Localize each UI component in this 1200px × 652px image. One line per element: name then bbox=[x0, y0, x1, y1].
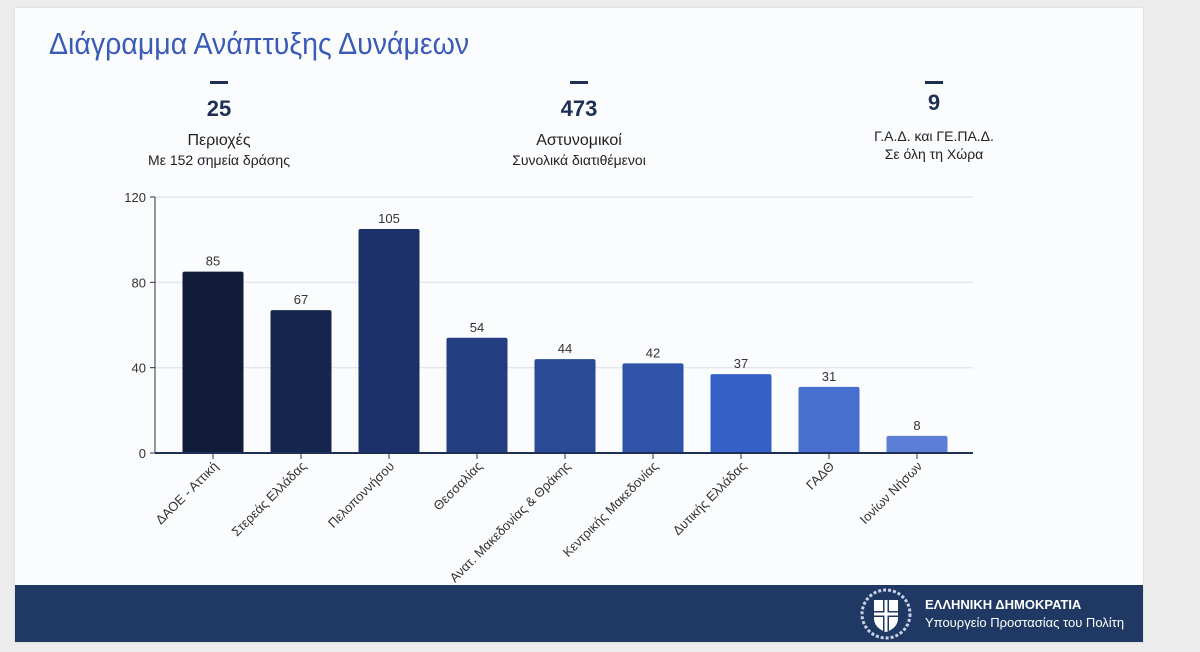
data-label: 8 bbox=[913, 418, 920, 433]
bar bbox=[798, 386, 860, 453]
stat-value: 25 bbox=[206, 96, 232, 121]
y-tick-label: 0 bbox=[139, 446, 146, 461]
footer: ΕΛΛΗΝΙΚΗ ΔΗΜΟΚΡΑΤΙΑ Υπουργείο Προστασίας… bbox=[15, 585, 1143, 642]
x-tick-label: Θεσσαλίας bbox=[430, 459, 485, 514]
data-label: 105 bbox=[378, 211, 400, 226]
bar-chart: 0 40 80 120 85 ΔΑΟΕ - Αττική 67 Στερεάς Ελλάδας… bbox=[124, 190, 973, 585]
stat-gad: 9 Γ.Α.Δ. και ΓΕ.ΠΑ.Δ. Σε όλη τη Χώρα bbox=[784, 81, 1084, 162]
data-label: 37 bbox=[734, 356, 748, 371]
y-tick-label: 40 bbox=[132, 361, 146, 376]
greek-emblem-icon bbox=[860, 588, 912, 640]
bar bbox=[358, 229, 420, 453]
stat-sub: Σε όλη τη Χώρα bbox=[884, 146, 984, 162]
stat-officers: 473 Αστυνομικοί Συνολικά διατιθέμενοι bbox=[429, 81, 729, 168]
data-label: 44 bbox=[558, 341, 572, 356]
footer-ministry: Υπουργείο Προστασίας του Πολίτη bbox=[925, 615, 1125, 630]
bar bbox=[622, 363, 684, 453]
data-label: 42 bbox=[646, 345, 660, 360]
stat-value: 473 bbox=[560, 96, 598, 121]
page-title: Διάγραμμα Ανάπτυξης Δυνάμεων bbox=[49, 26, 470, 61]
y-tick-label: 80 bbox=[132, 275, 146, 290]
bar bbox=[886, 435, 948, 453]
stat-label: Γ.Α.Δ. και ΓΕ.ΠΑ.Δ. bbox=[874, 128, 994, 144]
data-label: 54 bbox=[470, 320, 484, 335]
bar bbox=[182, 271, 244, 453]
bar bbox=[534, 359, 596, 453]
bar bbox=[446, 337, 508, 453]
dashboard-card: Διάγραμμα Ανάπτυξης Δυνάμεων 25 Περιοχές… bbox=[15, 8, 1143, 642]
x-tick-label: ΓΑΔΘ bbox=[803, 459, 837, 493]
stat-dash bbox=[570, 81, 588, 84]
stat-sub: Συνολικά διατιθέμενοι bbox=[512, 152, 646, 168]
data-label: 67 bbox=[294, 292, 308, 307]
stat-label: Περιοχές bbox=[187, 132, 251, 149]
footer-republic: ΕΛΛΗΝΙΚΗ ΔΗΜΟΚΡΑΤΙΑ bbox=[925, 597, 1082, 612]
stat-dash bbox=[210, 81, 228, 84]
stat-regions: 25 Περιοχές Με 152 σημεία δράσης bbox=[69, 81, 369, 168]
data-label: 85 bbox=[206, 254, 220, 269]
x-tick-label: ΔΑΟΕ - Αττική bbox=[152, 459, 221, 528]
x-tick-label: Κεντρικής Μακεδονίας bbox=[560, 459, 661, 560]
x-tick-label: Στερεάς Ελλάδας bbox=[229, 459, 310, 540]
x-tick-label: Δυτικής Ελλάδας bbox=[670, 459, 750, 539]
stat-sub: Με 152 σημεία δράσης bbox=[148, 152, 290, 168]
x-tick-label: Ιονίων Νήσων bbox=[857, 459, 925, 527]
x-tick-label: Πελοποννήσου bbox=[325, 459, 397, 531]
stat-value: 9 bbox=[927, 90, 941, 115]
stat-dash bbox=[925, 81, 943, 84]
data-label: 31 bbox=[822, 369, 836, 384]
stat-label: Αστυνομικοί bbox=[536, 132, 622, 149]
bar bbox=[270, 310, 332, 453]
bar bbox=[710, 374, 772, 453]
y-tick-label: 120 bbox=[124, 190, 146, 205]
